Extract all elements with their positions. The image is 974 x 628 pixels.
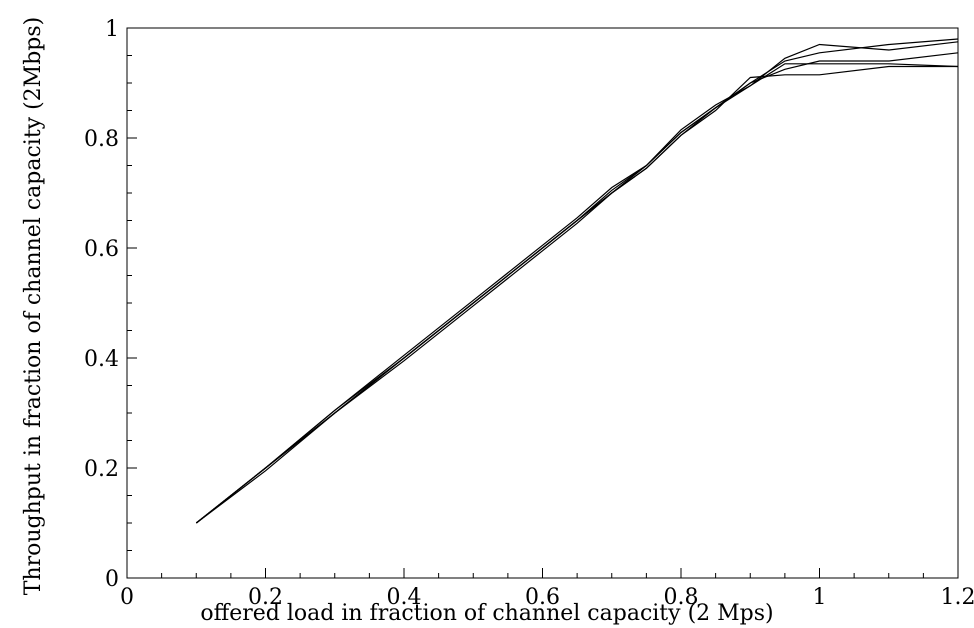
series-line: [195, 52, 959, 524]
plot-border: [126, 27, 959, 579]
y-tick-labels: 0 0.2 0.4 0.6 0.8 1: [84, 17, 119, 592]
y-tick-label: 0.4: [84, 347, 119, 372]
series-line: [195, 63, 959, 524]
x-tick-label: 0.8: [664, 585, 699, 610]
minor-ticks: [127, 55, 924, 578]
x-tick-label: 0.6: [525, 585, 560, 610]
y-tick-label: 0: [105, 567, 119, 592]
y-axis-label: Throughput in fraction of channel capaci…: [21, 17, 46, 595]
plot-frame: [126, 27, 959, 579]
y-tick-label: 0.8: [84, 127, 119, 152]
x-tick-label: 1.2: [941, 585, 974, 610]
y-tick-label: 0.6: [84, 237, 119, 262]
x-tick-labels: 0 0.2 0.4 0.6 0.8 1 1.2: [120, 585, 974, 610]
x-tick-label: 1: [813, 585, 827, 610]
x-tick-label: 0: [120, 585, 134, 610]
x-tick-label: 0.2: [248, 585, 283, 610]
series-line: [195, 41, 959, 524]
y-tick-label: 0.2: [84, 457, 119, 482]
y-tick-label: 1: [105, 17, 119, 42]
series-line: [195, 65, 958, 524]
series-line: [195, 38, 959, 524]
series-group: [195, 38, 959, 524]
major-ticks: [126, 27, 959, 579]
x-tick-label: 0.4: [387, 585, 422, 610]
x-axis-label: offered load in fraction of channel capa…: [200, 601, 773, 626]
